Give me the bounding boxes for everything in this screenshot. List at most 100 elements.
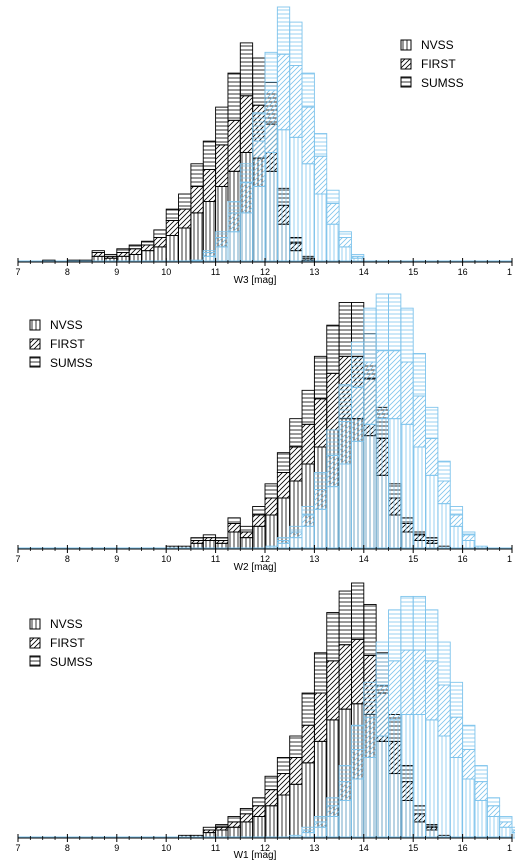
- bar-sumss-black: [326, 612, 340, 662]
- bar-sumss-blue: [437, 460, 451, 482]
- bar-sumss-black: [227, 816, 241, 823]
- bar-first-black: [313, 398, 328, 448]
- bar-first-black: [227, 523, 241, 533]
- bar-first-blue: [449, 514, 464, 527]
- bar-sumss-blue: [474, 765, 488, 783]
- bar-sumss-blue: [252, 112, 266, 142]
- bar-first-blue: [388, 660, 402, 721]
- bar-nvss-blue: [486, 816, 501, 839]
- bar-sumss-blue: [462, 724, 476, 750]
- legend-first-label: FIRST: [421, 57, 456, 71]
- bar-first-blue: [351, 387, 365, 442]
- bar-sumss-black: [227, 517, 241, 524]
- bar-nvss-blue: [499, 826, 513, 839]
- bar-sumss-blue: [326, 797, 340, 807]
- bar-nvss-black: [227, 531, 241, 550]
- bar-nvss-blue: [301, 525, 315, 550]
- bar-first-blue: [462, 534, 476, 541]
- x-tick-label: 8: [65, 554, 70, 564]
- bar-sumss-blue: [449, 681, 464, 718]
- w2-histogram-panel: 7 8 9 10 11 12 13 14 15 16 1 W2 [mag] NVSS FIRST S…: [15, 293, 513, 573]
- x-tick-label: 11: [211, 554, 220, 564]
- bar-sumss-black: [252, 57, 266, 106]
- bar-nvss-blue: [276, 129, 291, 263]
- bar-sumss-black: [190, 537, 204, 541]
- bar-sumss-black: [202, 826, 217, 831]
- bar-sumss-blue: [363, 681, 377, 718]
- legend-first-swatch: [29, 338, 41, 350]
- bar-first-black: [165, 219, 179, 237]
- bar-first-blue: [239, 182, 254, 214]
- bar-sumss-blue: [338, 384, 352, 422]
- bar-sumss-black: [202, 140, 217, 170]
- bar-first-blue: [462, 748, 476, 780]
- bar-sumss-black: [338, 590, 352, 646]
- bar-first-black: [252, 805, 266, 817]
- bar-sumss-black: [165, 208, 179, 221]
- w3-legend: NVSS FIRST SUMSS: [400, 38, 464, 90]
- bar-first-blue: [289, 65, 303, 138]
- bar-nvss-blue: [437, 735, 451, 839]
- x-tick-label: 14: [359, 843, 369, 853]
- bar-nvss-blue: [363, 423, 377, 550]
- bar-nvss-black: [289, 783, 303, 839]
- w2-ticks: 7 8 9 10 11 12 13 14 15 16 1: [15, 545, 513, 564]
- x-tick-label: 12: [260, 267, 270, 277]
- x-tick-label: 9: [114, 554, 119, 564]
- bar-first-blue: [276, 53, 291, 131]
- x-tick-label: 10: [161, 267, 171, 277]
- bar-first-black: [239, 813, 254, 823]
- bar-first-blue: [449, 716, 464, 758]
- bar-sumss-black: [215, 824, 229, 828]
- bar-nvss-black: [264, 805, 278, 839]
- bar-sumss-blue: [313, 472, 328, 490]
- bar-first-blue: [499, 821, 513, 828]
- x-tick-label: 1: [507, 267, 512, 277]
- legend-nvss-swatch: [29, 618, 41, 630]
- legend-nvss-swatch: [400, 39, 412, 51]
- x-tick-label: 1: [507, 554, 512, 564]
- legend-first-label: FIRST: [50, 337, 85, 351]
- bar-first-black: [301, 423, 315, 465]
- bar-sumss-black: [178, 193, 192, 210]
- bar-nvss-black: [239, 537, 254, 550]
- x-tick-label: 15: [408, 267, 418, 277]
- bar-first-black: [301, 724, 315, 764]
- bar-nvss-blue: [289, 537, 303, 550]
- bar-nvss-black: [252, 816, 266, 839]
- bar-first-black: [116, 252, 130, 257]
- bar-sumss-black: [227, 72, 241, 121]
- bar-nvss-blue: [375, 418, 389, 550]
- bar-first-blue: [400, 361, 414, 425]
- bar-first-blue: [388, 350, 402, 420]
- bar-first-black: [178, 208, 192, 229]
- bar-first-black: [326, 660, 340, 721]
- bar-first-blue: [326, 805, 340, 817]
- bar-first-blue: [412, 649, 427, 715]
- bar-sumss-blue: [289, 525, 303, 533]
- bar-nvss-black: [301, 762, 315, 839]
- bar-nvss-blue: [338, 463, 352, 550]
- bar-first-blue: [301, 514, 315, 527]
- bar-sumss-black: [116, 248, 130, 254]
- x-tick-label: 16: [458, 554, 468, 564]
- bar-sumss-blue: [437, 641, 451, 686]
- bar-first-black: [351, 638, 365, 705]
- x-tick-label: 7: [15, 267, 20, 277]
- bar-nvss-blue: [400, 423, 414, 550]
- bar-sumss-black: [313, 652, 328, 694]
- bar-sumss-black: [239, 525, 254, 533]
- bar-sumss-blue: [412, 353, 427, 397]
- bar-first-black: [289, 446, 303, 482]
- bar-first-blue: [375, 350, 389, 420]
- bar-first-black: [252, 514, 266, 527]
- bar-sumss-black: [301, 389, 315, 425]
- w1-legend: NVSS FIRST SUMSS: [29, 617, 93, 669]
- x-tick-label: 9: [114, 843, 119, 853]
- bar-sumss-black: [252, 797, 266, 807]
- legend-nvss-label: NVSS: [421, 38, 454, 52]
- bar-nvss-blue: [351, 778, 365, 839]
- bar-sumss-blue: [363, 307, 377, 363]
- bar-sumss-black: [215, 106, 229, 146]
- bar-sumss-blue: [276, 537, 291, 541]
